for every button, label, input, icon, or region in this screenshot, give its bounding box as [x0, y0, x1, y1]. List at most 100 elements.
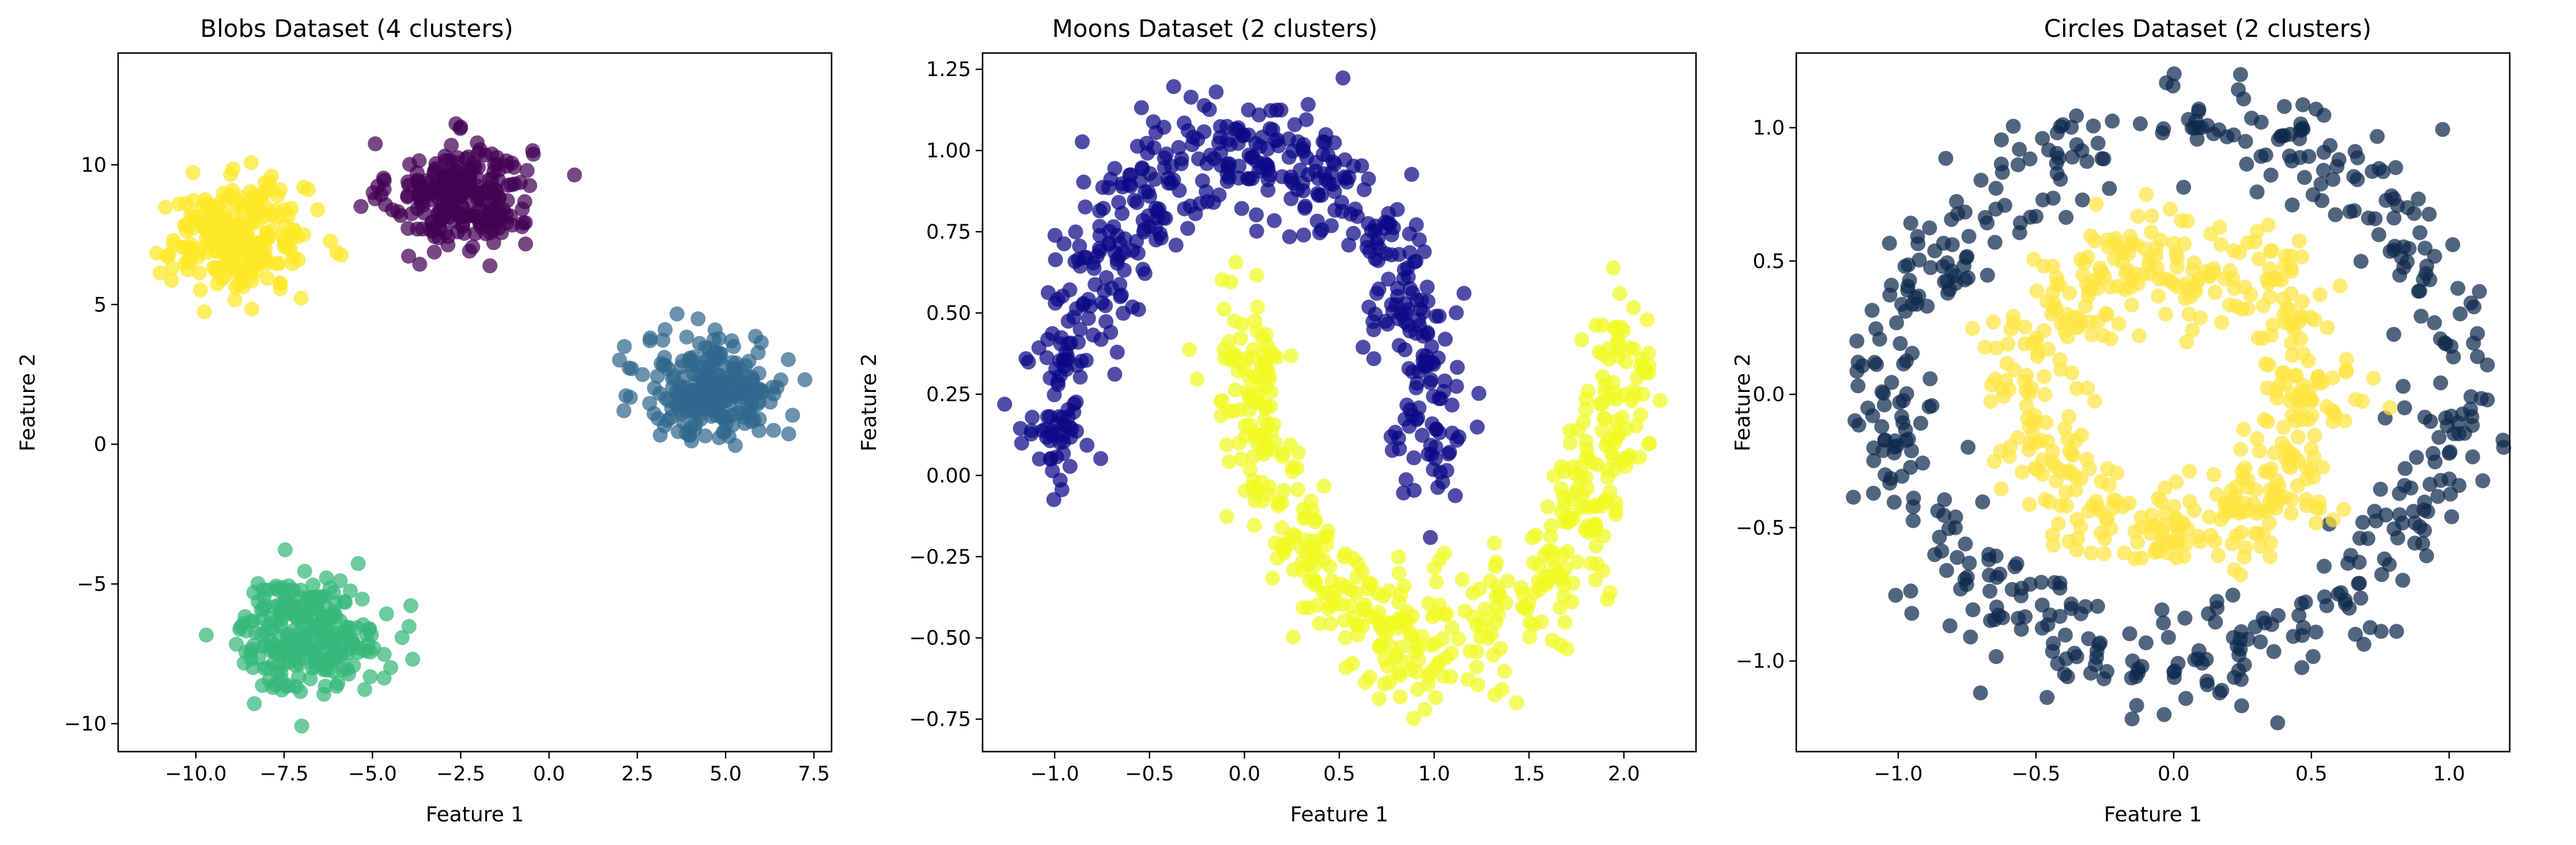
scatter-point: [412, 179, 428, 195]
scatter-point: [2019, 368, 2034, 383]
scatter-point: [2294, 628, 2310, 643]
scatter-point: [2427, 454, 2443, 470]
scatter-point: [1390, 281, 1406, 296]
scatter-point: [1357, 182, 1372, 198]
scatter-point: [1983, 394, 1999, 409]
scatter-point: [2466, 299, 2481, 315]
scatter-point: [1384, 297, 1399, 312]
scatter-point: [2427, 315, 2442, 330]
scatter-point: [1574, 332, 1589, 348]
scatter-point: [1249, 207, 1264, 222]
scatter-point: [2090, 598, 2105, 614]
scatter-point: [1910, 236, 1926, 251]
scatter-point: [2419, 258, 2434, 274]
scatter-point: [2036, 259, 2052, 274]
scatter-point: [2320, 320, 2335, 335]
scatter-point: [2189, 131, 2205, 147]
scatter-point: [1989, 569, 2004, 585]
scatter-point: [2317, 559, 2332, 574]
scatter-point: [2122, 626, 2137, 642]
scatter-point: [298, 610, 313, 625]
scatter-point: [2218, 495, 2234, 510]
scatter-point: [198, 627, 214, 643]
scatter-point: [1575, 487, 1591, 503]
scatter-point: [1576, 414, 1591, 430]
scatter-point: [1600, 433, 1616, 448]
scatter-point: [766, 386, 781, 402]
scatter-point: [1237, 418, 1253, 433]
scatter-point: [1989, 599, 2004, 615]
scatter-point: [1072, 369, 1088, 385]
scatter-point: [2472, 284, 2487, 299]
x-tick-label: 2.5: [621, 763, 654, 786]
scatter-point: [526, 146, 541, 162]
scatter-point: [2340, 556, 2356, 571]
scatter-point: [1566, 511, 1581, 527]
scatter-point: [1443, 669, 1459, 684]
scatter-point: [2214, 315, 2230, 330]
scatter-point: [697, 428, 713, 444]
scatter-point: [624, 361, 639, 376]
scatter-point: [1146, 114, 1161, 130]
scatter-point: [2316, 163, 2331, 178]
scatter-point: [2470, 349, 2485, 364]
scatter-point: [1317, 135, 1332, 150]
scatter-point: [2202, 267, 2218, 283]
scatter-point: [1432, 552, 1448, 567]
scatter-point: [1319, 537, 1334, 553]
scatter-point: [1408, 217, 1424, 233]
scatter-point: [1260, 182, 1276, 198]
scatter-point: [652, 427, 668, 443]
scatter-point: [1095, 180, 1111, 195]
scatter-point: [273, 182, 288, 198]
x-tick-label: 0.5: [2295, 763, 2328, 786]
scatter-point: [376, 647, 392, 662]
scatter-point: [328, 609, 343, 624]
scatter-point: [2160, 629, 2176, 645]
scatter-point: [282, 654, 297, 669]
scatter-point: [2283, 506, 2299, 521]
scatter-point: [1402, 323, 1418, 339]
scatter-point: [2180, 213, 2195, 229]
scatter-point: [328, 678, 344, 694]
scatter-point: [2071, 310, 2086, 325]
scatter-point: [708, 408, 724, 423]
scatter-point: [2134, 659, 2150, 674]
scatter-point: [1429, 308, 1444, 324]
scatter-point: [1293, 163, 1308, 178]
scatter-point: [2017, 319, 2033, 335]
scatter-point: [1107, 161, 1123, 176]
scatter-point: [1414, 292, 1429, 308]
scatter-point: [1905, 345, 1920, 361]
scatter-point: [2166, 236, 2181, 251]
scatter-point: [1312, 616, 1327, 631]
scatter-point: [2400, 200, 2415, 216]
scatter-point: [2248, 619, 2263, 635]
scatter-point: [2252, 443, 2267, 459]
scatter-point: [997, 397, 1013, 412]
scatter-point: [1032, 451, 1047, 467]
scatter-point: [2307, 428, 2322, 443]
scatter-point: [1555, 548, 1570, 563]
scatter-point: [1850, 378, 1866, 394]
scatter-point: [1908, 290, 1923, 305]
scatter-point: [2261, 357, 2276, 373]
scatter-point: [2362, 620, 2378, 635]
scatter-point: [485, 186, 501, 201]
scatter-point: [2231, 663, 2246, 678]
scatter-point: [1435, 631, 1451, 647]
scatter-point: [2211, 122, 2227, 138]
scatter-point: [1153, 230, 1169, 246]
x-tick-label: −2.5: [436, 763, 485, 786]
y-tick-label: −0.75: [909, 708, 971, 731]
scatter-point: [1936, 236, 1951, 251]
scatter-point: [185, 165, 201, 180]
scatter-point: [358, 643, 373, 659]
scatter-point: [2042, 607, 2058, 623]
scatter-point: [2262, 289, 2277, 305]
scatter-point: [1884, 375, 1899, 390]
scatter-point: [2185, 263, 2200, 278]
scatter-point: [1428, 439, 1444, 455]
scatter-point: [2079, 451, 2094, 467]
scatter-point: [1977, 339, 1993, 355]
